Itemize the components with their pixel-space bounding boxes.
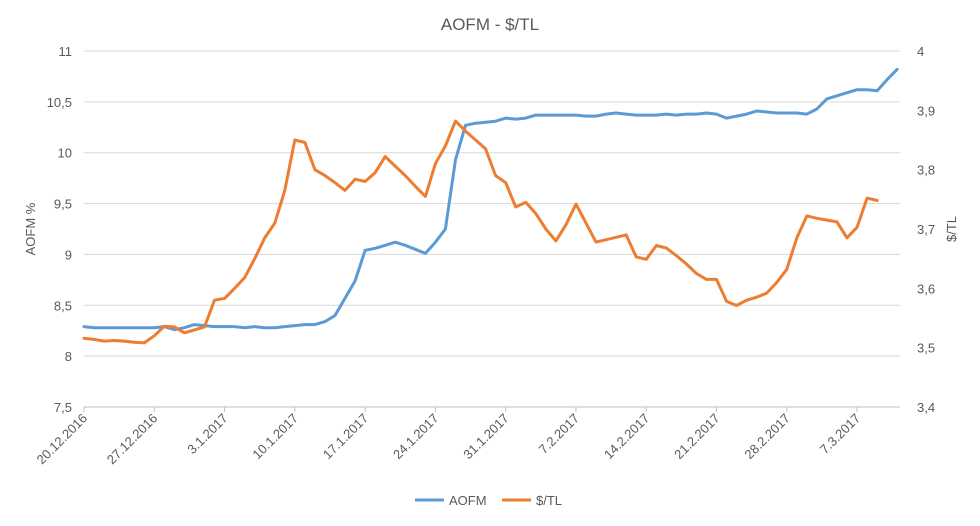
legend-label-usdtl: $/TL bbox=[536, 493, 562, 508]
left-tick-label: 10,5 bbox=[47, 95, 72, 110]
left-tick-label: 11 bbox=[59, 44, 73, 59]
right-axis-ticks: 3,4 3,5 3,6 3,7 3,8 3,9 4 bbox=[917, 44, 935, 415]
series-line-usdtl bbox=[82, 119, 879, 345]
right-axis-title: $/TL bbox=[944, 216, 959, 242]
right-tick-label: 3,5 bbox=[917, 341, 935, 356]
chart-title: AOFM - $/TL bbox=[441, 15, 539, 34]
left-axis-ticks: 7,5 8 8,5 9 9,5 10 10,5 11 bbox=[47, 44, 72, 415]
right-tick-label: 3,4 bbox=[917, 400, 935, 415]
right-tick-label: 4 bbox=[917, 44, 924, 59]
left-tick-label: 8 bbox=[65, 349, 72, 364]
right-tick-label: 3,7 bbox=[917, 222, 935, 237]
legend: AOFM $/TL bbox=[415, 493, 562, 508]
right-tick-label: 3,9 bbox=[917, 103, 935, 118]
legend-label-aofm: AOFM bbox=[449, 493, 487, 508]
left-tick-label: 7,5 bbox=[54, 400, 72, 415]
series-line-aofm bbox=[82, 67, 899, 332]
left-tick-label: 8,5 bbox=[54, 298, 72, 313]
left-tick-label: 9 bbox=[65, 247, 72, 262]
right-tick-label: 3,6 bbox=[917, 281, 935, 296]
left-tick-label: 9,5 bbox=[54, 197, 72, 212]
series-layer bbox=[82, 67, 899, 345]
left-axis-title: AOFM % bbox=[23, 202, 38, 255]
left-tick-label: 10 bbox=[58, 146, 72, 161]
right-tick-label: 3,8 bbox=[917, 163, 935, 178]
gridlines bbox=[84, 50, 900, 408]
